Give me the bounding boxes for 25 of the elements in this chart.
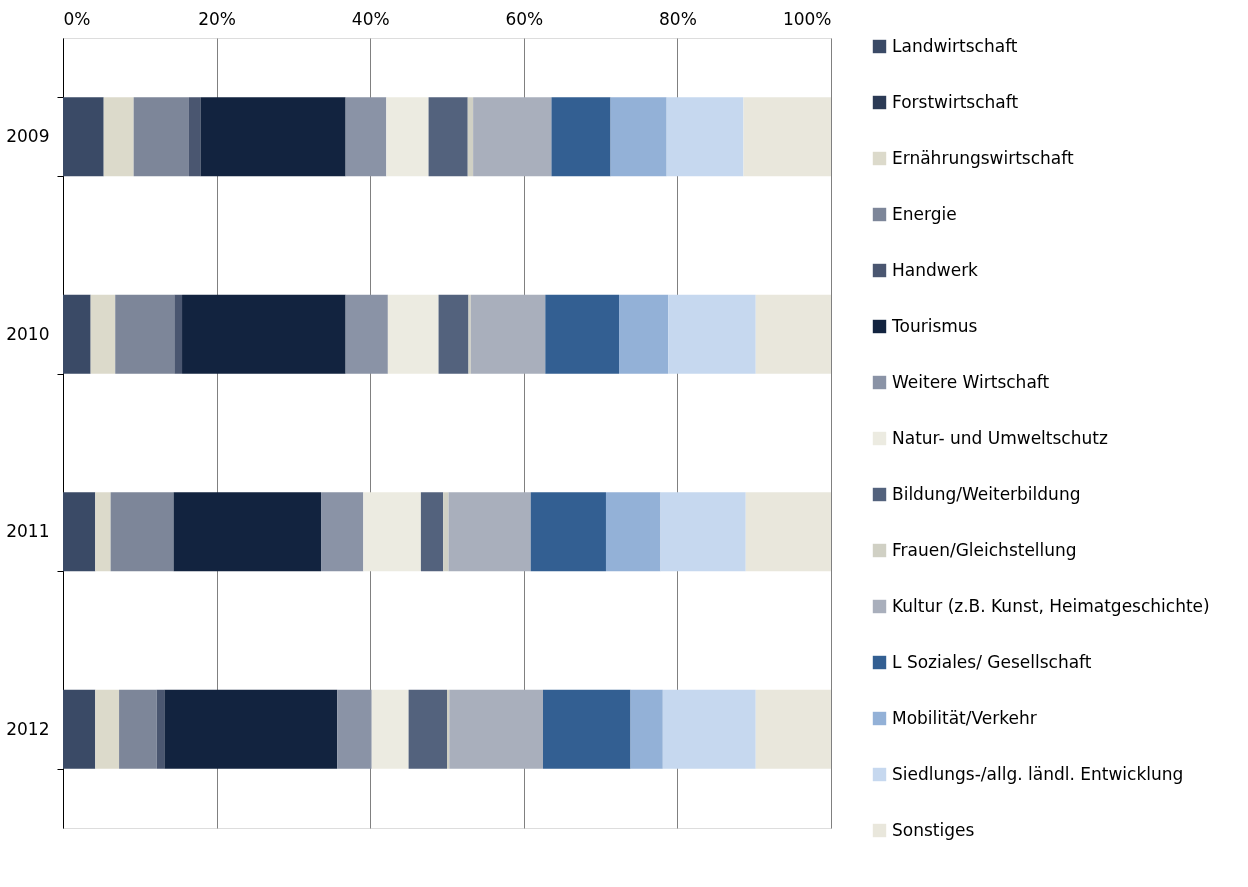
legend-label: Weitere Wirtschaft (892, 371, 1050, 392)
y-tick-label: 2011 (6, 521, 50, 542)
legend-label: Sonstiges (892, 819, 975, 840)
x-tick-label: 0% (63, 8, 91, 29)
x-tick-label: 60% (505, 8, 544, 29)
legend-label: Mobilität/Verkehr (892, 707, 1037, 728)
legend-label: L Soziales/ Gesellschaft (892, 651, 1092, 672)
y-tick-label: 2012 (6, 718, 50, 739)
x-tick-label: 20% (198, 8, 236, 29)
x-tick-label: 100% (782, 8, 832, 29)
legend-label: Bildung/Weiterbildung (892, 483, 1081, 504)
x-tick-label: 40% (351, 8, 390, 29)
legend-label: Landwirtschaft (892, 35, 1018, 56)
legend-label: Forstwirtschaft (892, 91, 1019, 112)
legend-label: Kultur (z.B. Kunst, Heimatgeschichte) (892, 595, 1210, 616)
legend-label: Natur- und Umweltschutz (892, 427, 1108, 448)
legend-label: Frauen/Gleichstellung (892, 539, 1077, 560)
legend-label: Siedlungs-/allg. ländl. Entwicklung (892, 763, 1184, 784)
y-tick-label: 2010 (6, 323, 50, 344)
x-tick-label: 80% (659, 8, 697, 29)
y-tick-label: 2009 (6, 126, 50, 147)
legend-label: Ernährungswirtschaft (892, 147, 1074, 168)
legend-label: Handwerk (892, 259, 979, 280)
legend-label: Energie (892, 203, 957, 224)
legend-label: Tourismus (891, 315, 978, 336)
